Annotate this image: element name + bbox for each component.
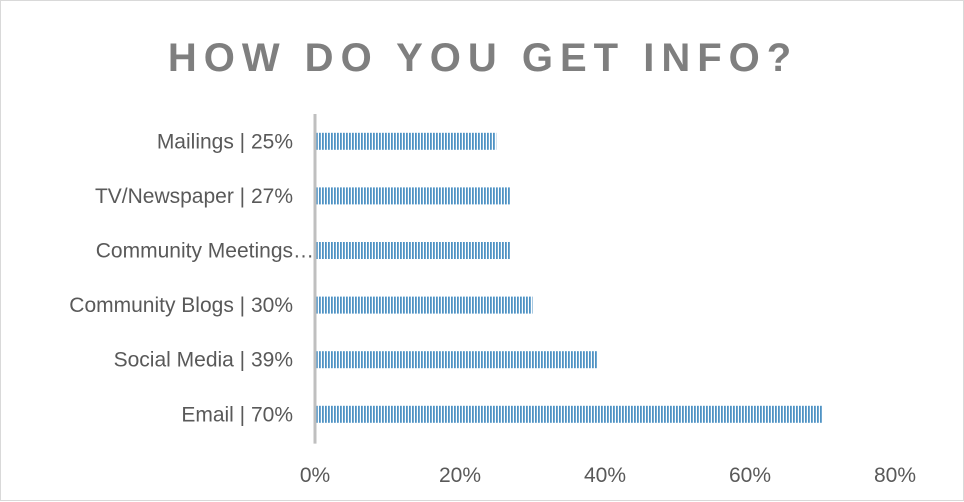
x-tick-label-0: 0%	[300, 464, 330, 487]
bars-group	[315, 132, 823, 423]
x-tick-label-2: 40%	[584, 464, 626, 487]
x-tick-label-4: 80%	[874, 464, 916, 487]
bar-4	[315, 351, 598, 369]
category-label-0: Mailings | 25%	[157, 130, 293, 153]
category-labels: Mailings | 25% TV/Newspaper | 27% Communit…	[69, 130, 314, 426]
bar-0	[315, 132, 497, 150]
bar-5	[315, 405, 823, 423]
x-tick-label-3: 60%	[729, 464, 771, 487]
x-tick-label-1: 20%	[439, 464, 481, 487]
bar-2	[315, 242, 511, 259]
category-label-3: Community Blogs | 30%	[69, 294, 293, 317]
bar-3	[315, 296, 533, 314]
category-label-4: Social Media | 39%	[114, 349, 293, 372]
chart-title: HOW DO YOU GET INFO?	[168, 36, 798, 80]
category-label-2: Community Meetings…	[96, 240, 314, 263]
bar-1	[315, 187, 511, 205]
category-label-5: Email | 70%	[181, 403, 293, 426]
x-tick-labels: 0% 20% 40% 60% 80%	[300, 464, 916, 487]
category-label-1: TV/Newspaper | 27%	[95, 185, 293, 208]
